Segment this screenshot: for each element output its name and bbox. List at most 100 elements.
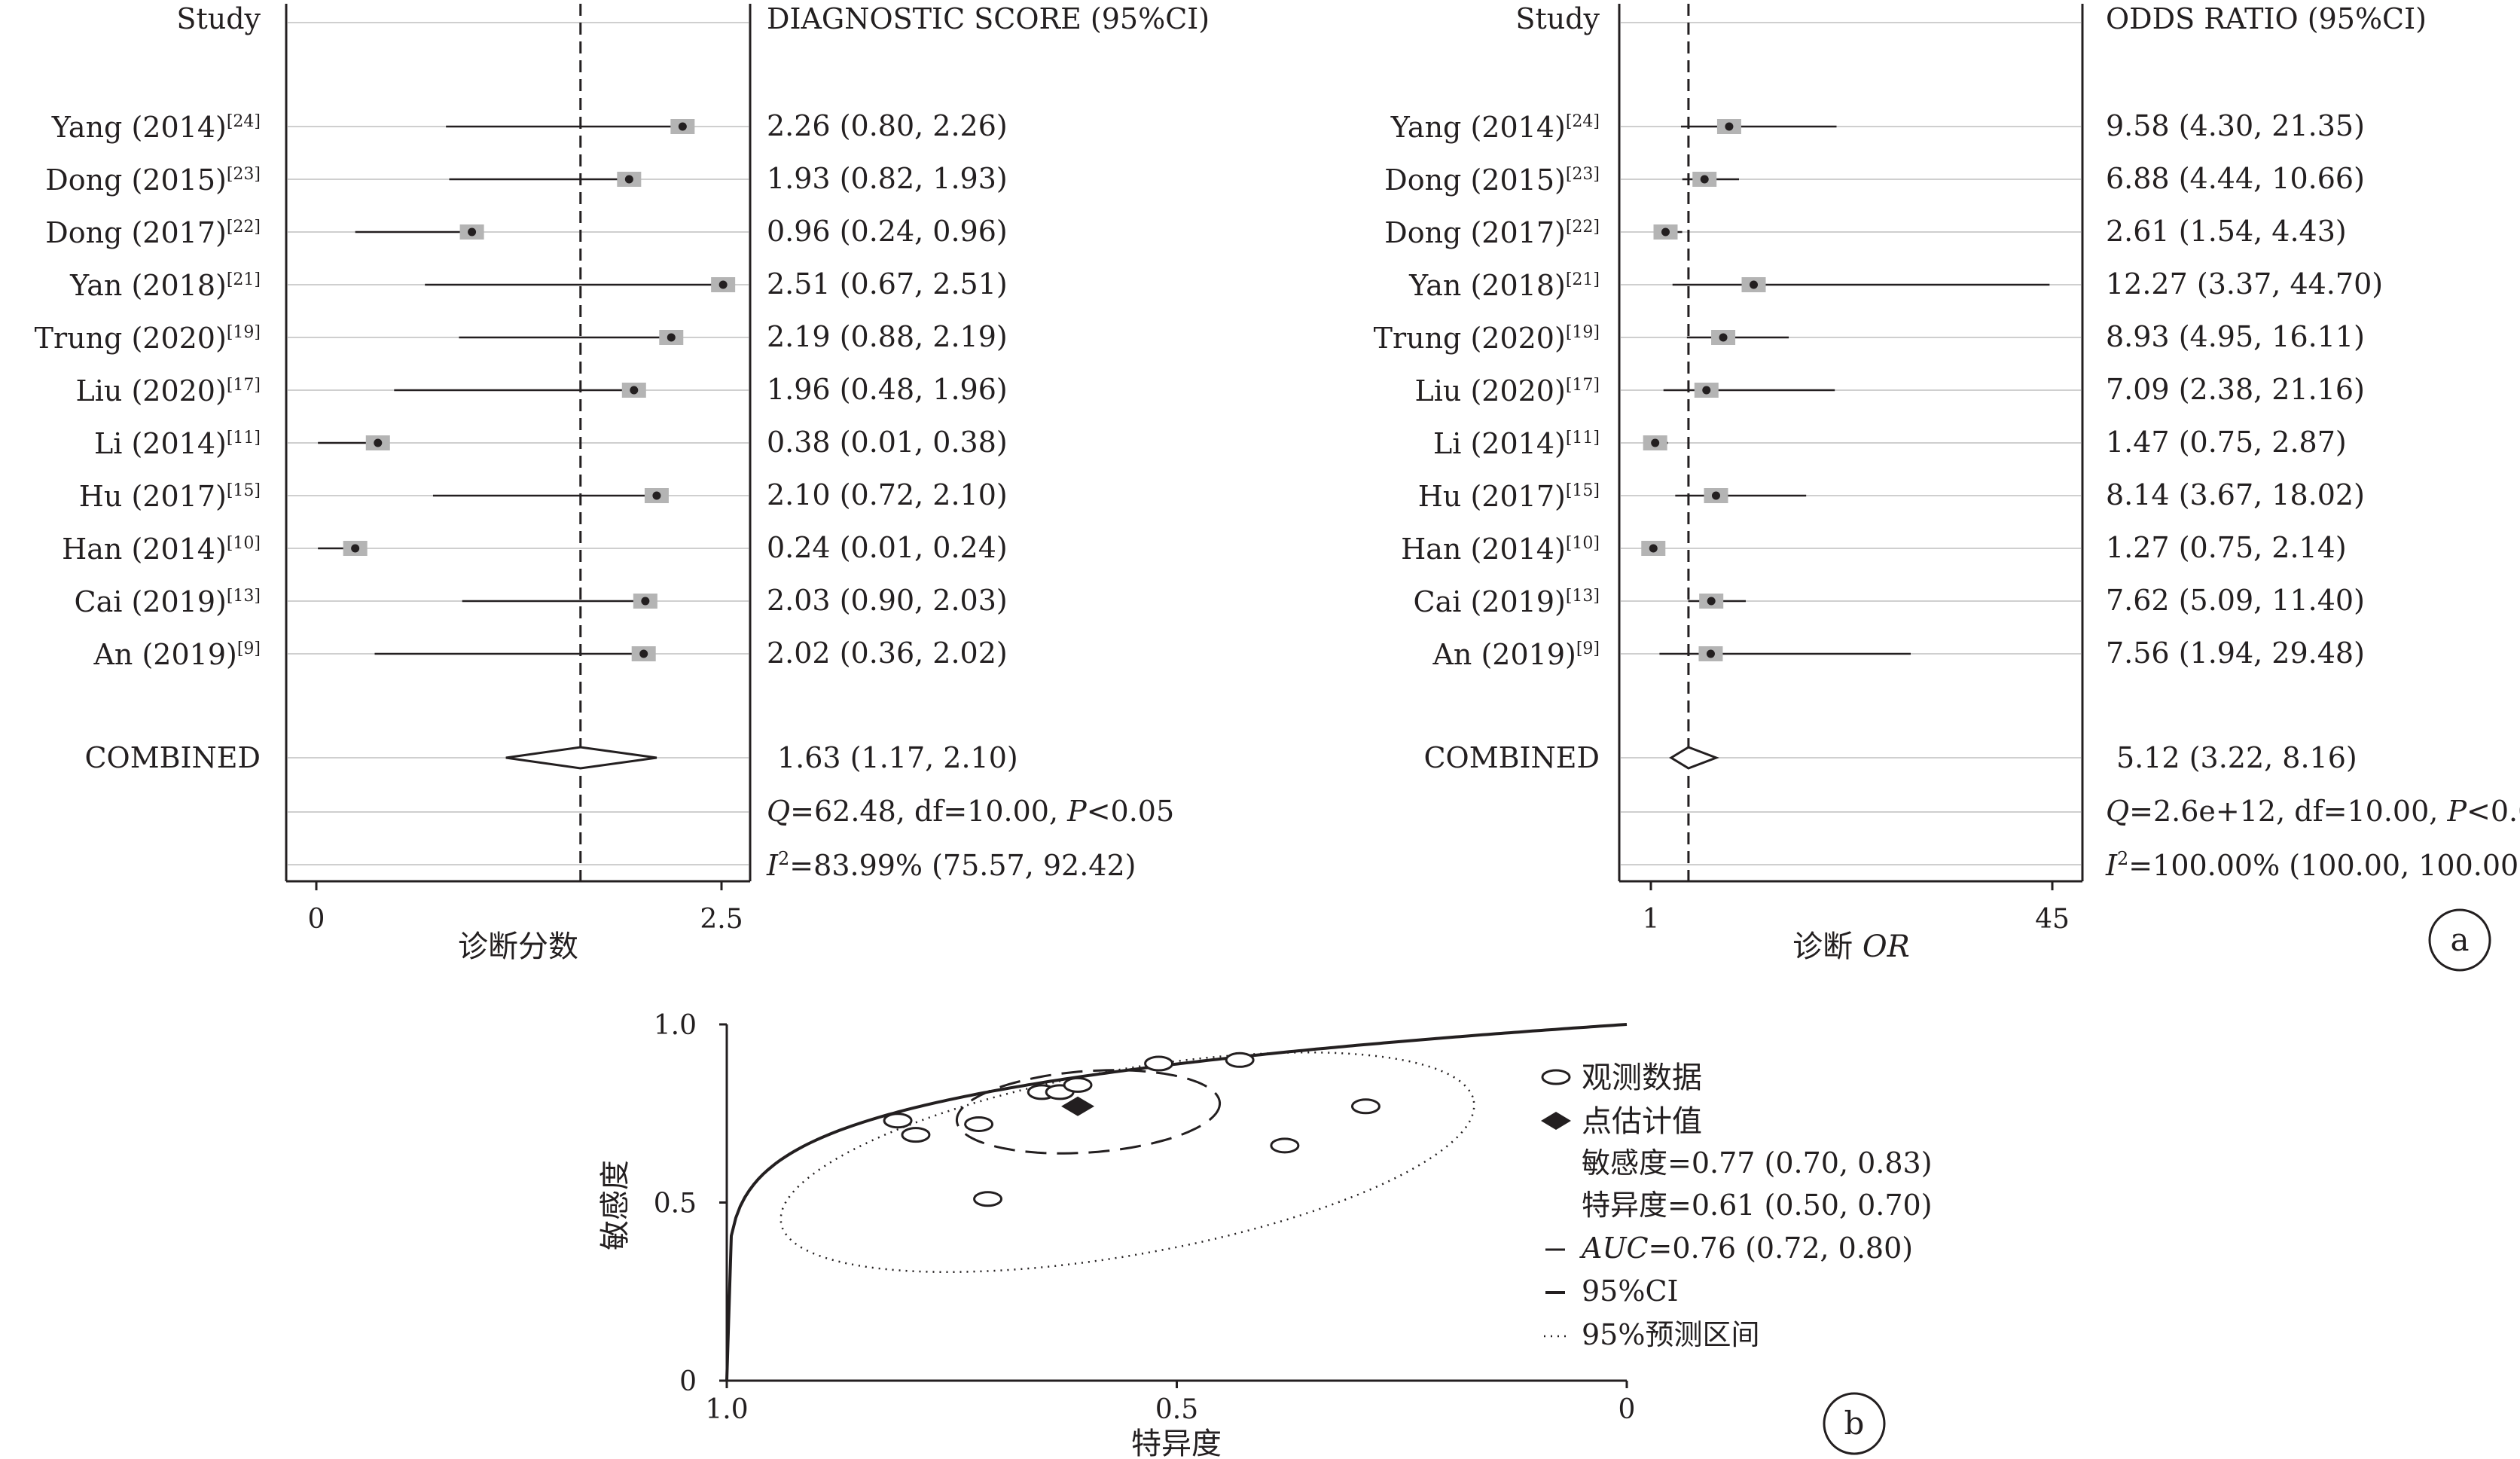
study-row: Yan (2018)[21] 2.51 (0.67, 2.51) (69, 267, 1008, 302)
legend-specificity: 特异度=0.61 (0.50, 0.70) (1582, 1189, 1933, 1222)
x-axis-label: 诊断 OR (1792, 929, 1910, 964)
forest-plot-odds-ratio: Yang (2014)[24] 9.58 (4.30, 21.35) Dong (2… (1374, 2, 2520, 964)
study-estimate-text: 0.38 (0.01, 0.38) (767, 426, 1008, 459)
study-name: Trung (2020)[19] (35, 322, 261, 355)
study-row: Dong (2015)[23] 1.93 (0.82, 1.93) (45, 162, 1007, 197)
point-estimate (667, 333, 676, 342)
panel-label-b-circle (1823, 1392, 1886, 1455)
observed-point (1144, 1055, 1174, 1072)
x-tick-label: 0 (1618, 1394, 1636, 1425)
point-estimate (624, 175, 633, 184)
study-name: Liu (2020)[17] (76, 374, 261, 407)
study-row: Cai (2019)[13] 7.62 (5.09, 11.40) (1414, 584, 2365, 618)
observed-point (1063, 1076, 1093, 1093)
legend-ci: 95%CI (1582, 1274, 1679, 1308)
x-axis-ticks: 1 45 (1643, 881, 2070, 935)
study-name: Yan (2018)[21] (1408, 269, 1600, 302)
study-estimate-text: 7.62 (5.09, 11.40) (2106, 584, 2365, 617)
study-estimate-text: 12.27 (3.37, 44.70) (2106, 267, 2383, 301)
y-axis-ticks: 0 0.5 1.0 (654, 1010, 727, 1397)
study-name: Hu (2017)[15] (79, 480, 261, 513)
observed-point (1350, 1098, 1381, 1115)
point-estimate (678, 122, 687, 131)
heterogeneity-i2: I2=83.99% (75.57, 92.42) (766, 848, 1136, 882)
study-row: Yan (2018)[21] 12.27 (3.37, 44.70) (1408, 267, 2383, 302)
study-name: Dong (2017)[22] (1384, 216, 1600, 249)
legend-observed-marker (1541, 1069, 1571, 1085)
study-estimate-text: 2.02 (0.36, 2.02) (767, 636, 1008, 670)
forest-plot-diagnostic-score: Yang (2014)[24] 2.26 (0.80, 2.26) Dong (20… (35, 2, 1210, 964)
combined-diamond (1669, 746, 1719, 770)
combined-estimate-text: 1.63 (1.17, 2.10) (777, 741, 1018, 774)
header-estimate: ODDS RATIO (95%CI) (2106, 2, 2427, 35)
study-estimate-text: 2.61 (1.54, 4.43) (2106, 215, 2347, 248)
study-row: Trung (2020)[19] 2.19 (0.88, 2.19) (35, 320, 1008, 355)
study-estimate-text: 0.96 (0.24, 0.96) (767, 215, 1008, 248)
study-estimate-text: 7.56 (1.94, 29.48) (2106, 636, 2365, 670)
study-estimate-text: 1.27 (0.75, 2.14) (2106, 531, 2347, 564)
x-axis-ticks: 1.0 0.5 0 (705, 1381, 1635, 1425)
point-estimate (630, 386, 639, 395)
combined-diamond (505, 746, 657, 770)
study-name: Yang (2014)[24] (51, 111, 261, 144)
study-row: Li (2014)[11] 0.38 (0.01, 0.38) (94, 426, 1008, 460)
study-name: Li (2014)[11] (94, 427, 261, 460)
study-row: Han (2014)[10] 0.24 (0.01, 0.24) (62, 531, 1008, 566)
x-tick-label: 0 (308, 904, 325, 935)
study-name: Hu (2017)[15] (1418, 480, 1600, 513)
point-estimate (641, 597, 650, 606)
point-estimate (351, 544, 360, 553)
observed-points (883, 1052, 1381, 1207)
study-estimate-text: 1.96 (0.48, 1.96) (767, 373, 1008, 406)
point-estimate (1700, 175, 1709, 184)
observed-point (964, 1116, 994, 1132)
study-row: Yang (2014)[24] 2.26 (0.80, 2.26) (51, 109, 1008, 144)
point-estimate (1651, 438, 1660, 447)
study-row: Hu (2017)[15] 2.10 (0.72, 2.10) (79, 478, 1008, 513)
y-tick-label: 0.5 (654, 1189, 697, 1219)
study-row: Liu (2020)[17] 7.09 (2.38, 21.16) (1415, 373, 2365, 407)
study-estimate-text: 2.19 (0.88, 2.19) (767, 320, 1008, 353)
combined-label: COMBINED (84, 741, 261, 774)
observed-point (901, 1127, 931, 1143)
x-tick-label: 2.5 (700, 904, 743, 935)
study-name: Li (2014)[11] (1433, 427, 1600, 460)
study-name: Liu (2020)[17] (1415, 374, 1600, 407)
point-estimate (468, 227, 477, 237)
study-estimate-text: 0.24 (0.01, 0.24) (767, 531, 1008, 564)
legend-sensitivity: 敏感度=0.77 (0.70, 0.83) (1582, 1146, 1933, 1180)
combined-estimate-text: 5.12 (3.22, 8.16) (2116, 741, 2357, 774)
x-axis-label: 诊断分数 (458, 929, 578, 964)
x-tick-label: 1 (1643, 904, 1660, 935)
x-tick-label: 0.5 (1155, 1394, 1198, 1425)
x-axis-ticks: 0 2.5 (308, 881, 743, 935)
study-row: Dong (2017)[22] 0.96 (0.24, 0.96) (45, 215, 1007, 249)
point-estimate (1661, 227, 1670, 237)
header-study: Study (176, 2, 261, 35)
combined-label: COMBINED (1423, 741, 1600, 774)
row-gridlines (1621, 22, 2081, 865)
study-estimate-text: 2.51 (0.67, 2.51) (767, 267, 1008, 301)
legend-prediction: 95%预测区间 (1582, 1318, 1759, 1351)
legend: 观测数据 点估计值 敏感度=0.77 (0.70, 0.83) 特异度=0.61… (1541, 1061, 1933, 1351)
legend-summary-marker (1541, 1112, 1571, 1130)
point-estimate (374, 438, 383, 447)
study-name: Dong (2015)[23] (1384, 163, 1600, 197)
study-estimate-text: 9.58 (4.30, 21.35) (2106, 109, 2365, 142)
point-estimate (1711, 491, 1720, 500)
point-estimate (718, 280, 728, 289)
study-row: Cai (2019)[13] 2.03 (0.90, 2.03) (75, 584, 1008, 618)
point-estimate (1719, 333, 1728, 342)
point-estimate (1702, 386, 1711, 395)
study-row: Li (2014)[11] 1.47 (0.75, 2.87) (1433, 426, 2347, 460)
point-estimate (639, 649, 648, 658)
point-estimate (1707, 597, 1716, 606)
point-estimate (1750, 280, 1759, 289)
study-row: An (2019)[9] 2.02 (0.36, 2.02) (93, 636, 1007, 671)
summary-point-diamond (1061, 1096, 1095, 1116)
point-estimate (1706, 649, 1715, 658)
study-row: Han (2014)[10] 1.27 (0.75, 2.14) (1401, 531, 2347, 566)
study-estimate-text: 1.93 (0.82, 1.93) (767, 162, 1008, 195)
observed-point (1225, 1052, 1255, 1068)
